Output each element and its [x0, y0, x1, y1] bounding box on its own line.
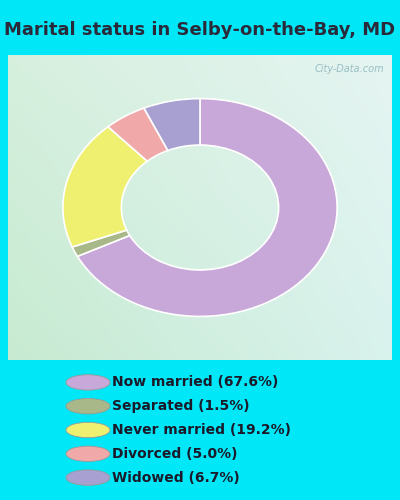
Circle shape [66, 374, 110, 390]
Circle shape [66, 446, 110, 462]
Text: Marital status in Selby-on-the-Bay, MD: Marital status in Selby-on-the-Bay, MD [4, 21, 396, 39]
Circle shape [66, 422, 110, 438]
Text: Widowed (6.7%): Widowed (6.7%) [112, 470, 240, 484]
Wedge shape [144, 98, 200, 150]
Text: Now married (67.6%): Now married (67.6%) [112, 376, 278, 390]
Circle shape [66, 398, 110, 414]
Text: Divorced (5.0%): Divorced (5.0%) [112, 447, 238, 461]
Wedge shape [63, 126, 147, 247]
Wedge shape [108, 108, 168, 161]
Text: City-Data.com: City-Data.com [315, 64, 384, 74]
Wedge shape [78, 98, 337, 316]
Text: Never married (19.2%): Never married (19.2%) [112, 423, 291, 437]
Circle shape [66, 470, 110, 486]
Wedge shape [72, 230, 130, 256]
Text: Separated (1.5%): Separated (1.5%) [112, 399, 250, 413]
